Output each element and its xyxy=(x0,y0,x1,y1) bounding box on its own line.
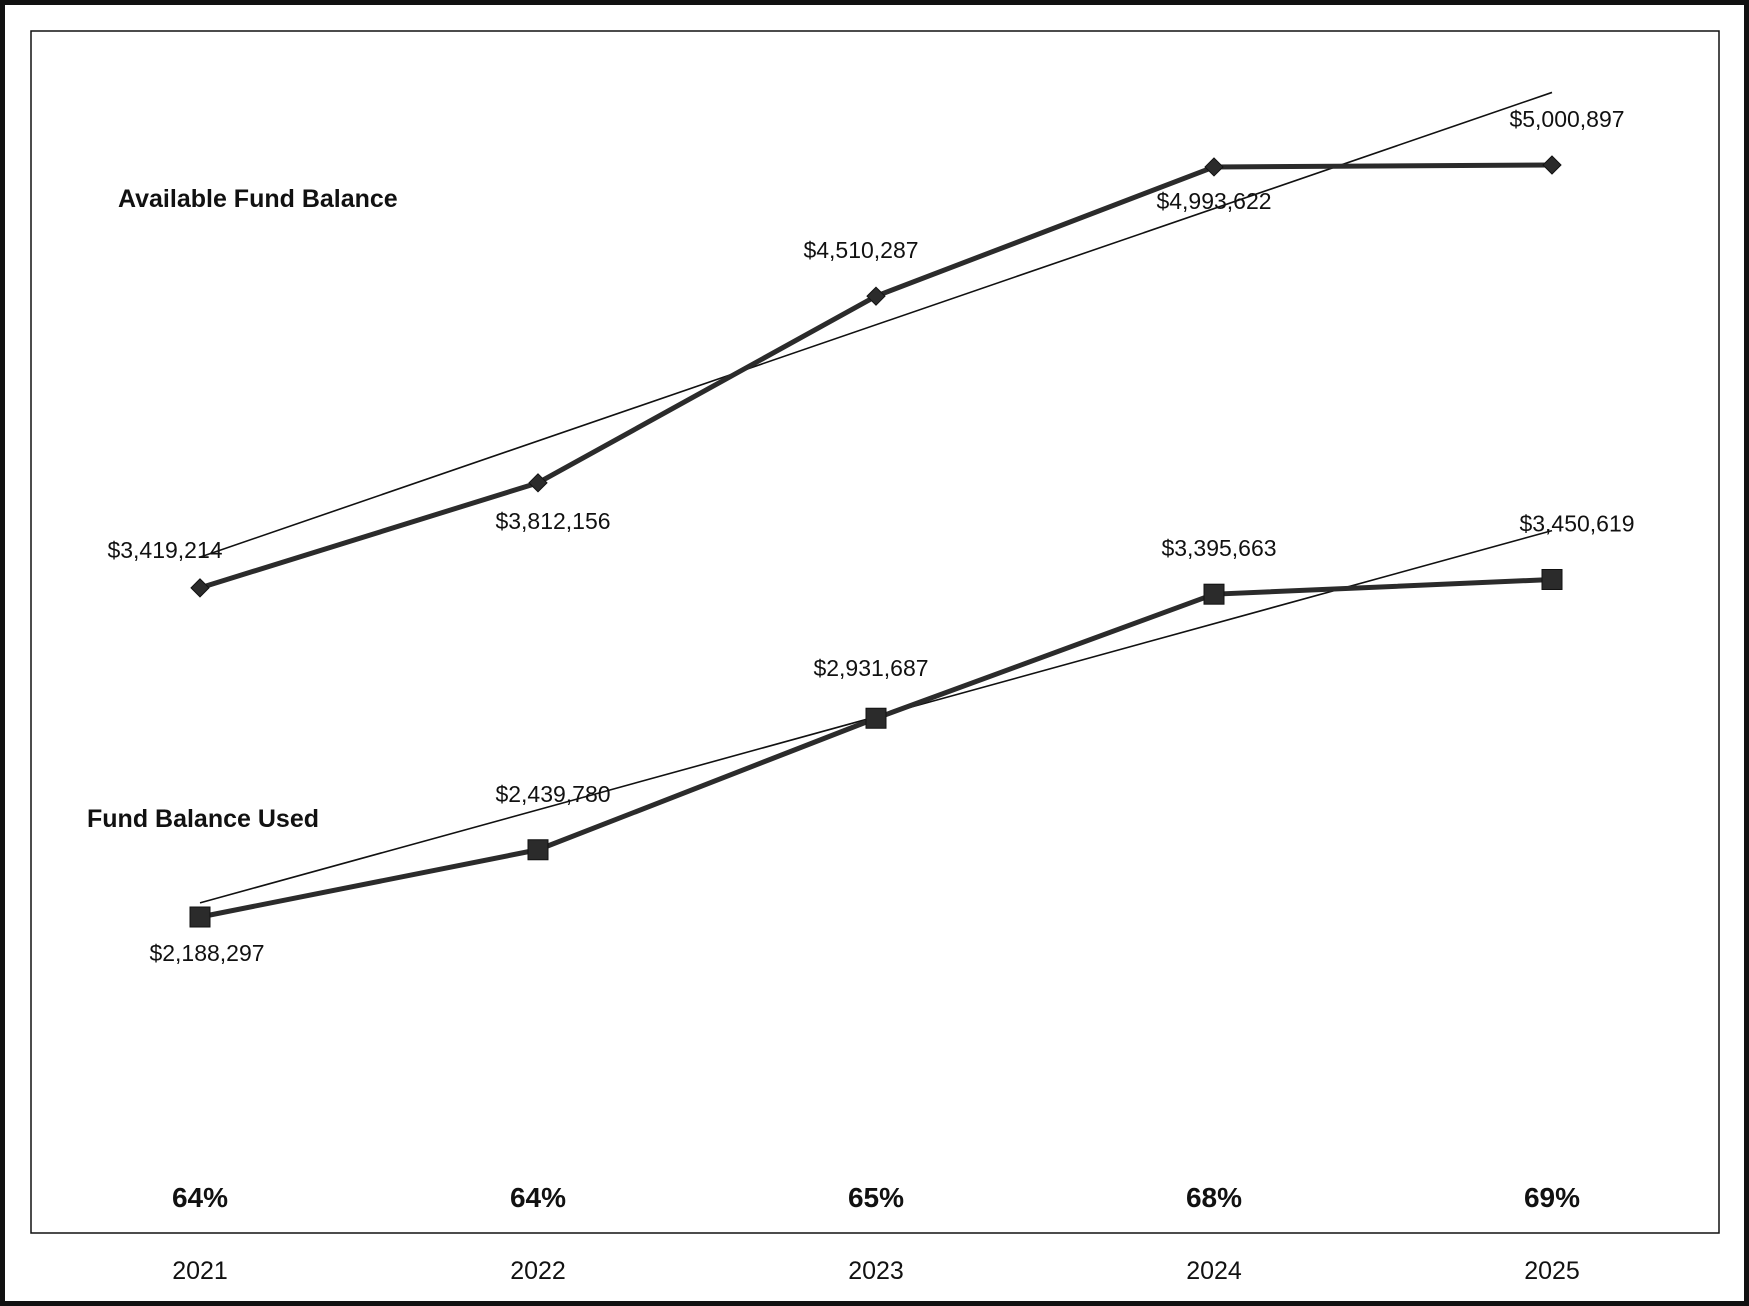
data-point-series-1-2021 xyxy=(190,578,210,598)
plot-area-border xyxy=(30,30,1720,1234)
data-point-series-2-2025 xyxy=(1541,568,1563,590)
percentage-label-2025: 69% xyxy=(1524,1182,1580,1213)
data-label-series-1-2021: $3,419,214 xyxy=(107,537,222,563)
trendlines xyxy=(199,91,1553,904)
percentage-label-2024: 68% xyxy=(1186,1182,1242,1213)
percentage-label-2021: 64% xyxy=(172,1182,228,1213)
x-tick-label-2024: 2024 xyxy=(1186,1257,1242,1285)
series-name-fund-balance-used: Fund Balance Used xyxy=(87,805,319,833)
data-label-series-1-2022: $3,812,156 xyxy=(495,508,610,534)
data-label-series-1-2025: $5,000,897 xyxy=(1509,106,1624,132)
data-label-series-2-2022: $2,439,780 xyxy=(495,781,610,807)
series-lines xyxy=(199,162,1553,920)
x-axis-tick-labels: 2021 2022 2023 2024 2025 xyxy=(172,1257,1580,1285)
data-label-series-1-2024: $4,993,622 xyxy=(1156,188,1271,214)
series-line-2 xyxy=(199,576,1553,920)
data-label-series-2-2024: $3,395,663 xyxy=(1161,535,1276,561)
data-label-series-1-2023: $4,510,287 xyxy=(803,237,918,263)
data-label-series-2-2023: $2,931,687 xyxy=(813,655,928,681)
data-point-series-1-2024 xyxy=(1204,157,1224,177)
series-line-1 xyxy=(199,162,1553,591)
x-tick-label-2025: 2025 xyxy=(1524,1257,1580,1285)
data-point-series-2-2023 xyxy=(865,707,887,729)
x-tick-label-2022: 2022 xyxy=(510,1257,566,1285)
x-tick-label-2023: 2023 xyxy=(848,1257,904,1285)
x-tick-label-2021: 2021 xyxy=(172,1257,228,1285)
data-labels: $3,419,214 $3,812,156 $4,510,287 $4,993,622… xyxy=(107,106,1634,966)
data-point-series-2-2022 xyxy=(527,839,549,861)
data-point-series-1-2023 xyxy=(866,286,886,306)
series-name-available-fund-balance: Available Fund Balance xyxy=(118,185,398,213)
data-label-series-2-2021: $2,188,297 xyxy=(149,940,264,966)
series-markers xyxy=(189,155,1563,928)
data-point-series-2-2024 xyxy=(1203,583,1225,605)
percentage-row: 64% 64% 65% 68% 69% xyxy=(172,1182,1580,1213)
data-label-series-2-2025: $3,450,619 xyxy=(1519,510,1634,536)
percentage-label-2023: 65% xyxy=(848,1182,904,1213)
data-point-series-1-2025 xyxy=(1542,155,1562,175)
data-point-series-2-2021 xyxy=(189,906,211,928)
trendline-series-1 xyxy=(199,91,1553,558)
data-point-series-1-2022 xyxy=(528,473,548,493)
percentage-label-2022: 64% xyxy=(510,1182,566,1213)
